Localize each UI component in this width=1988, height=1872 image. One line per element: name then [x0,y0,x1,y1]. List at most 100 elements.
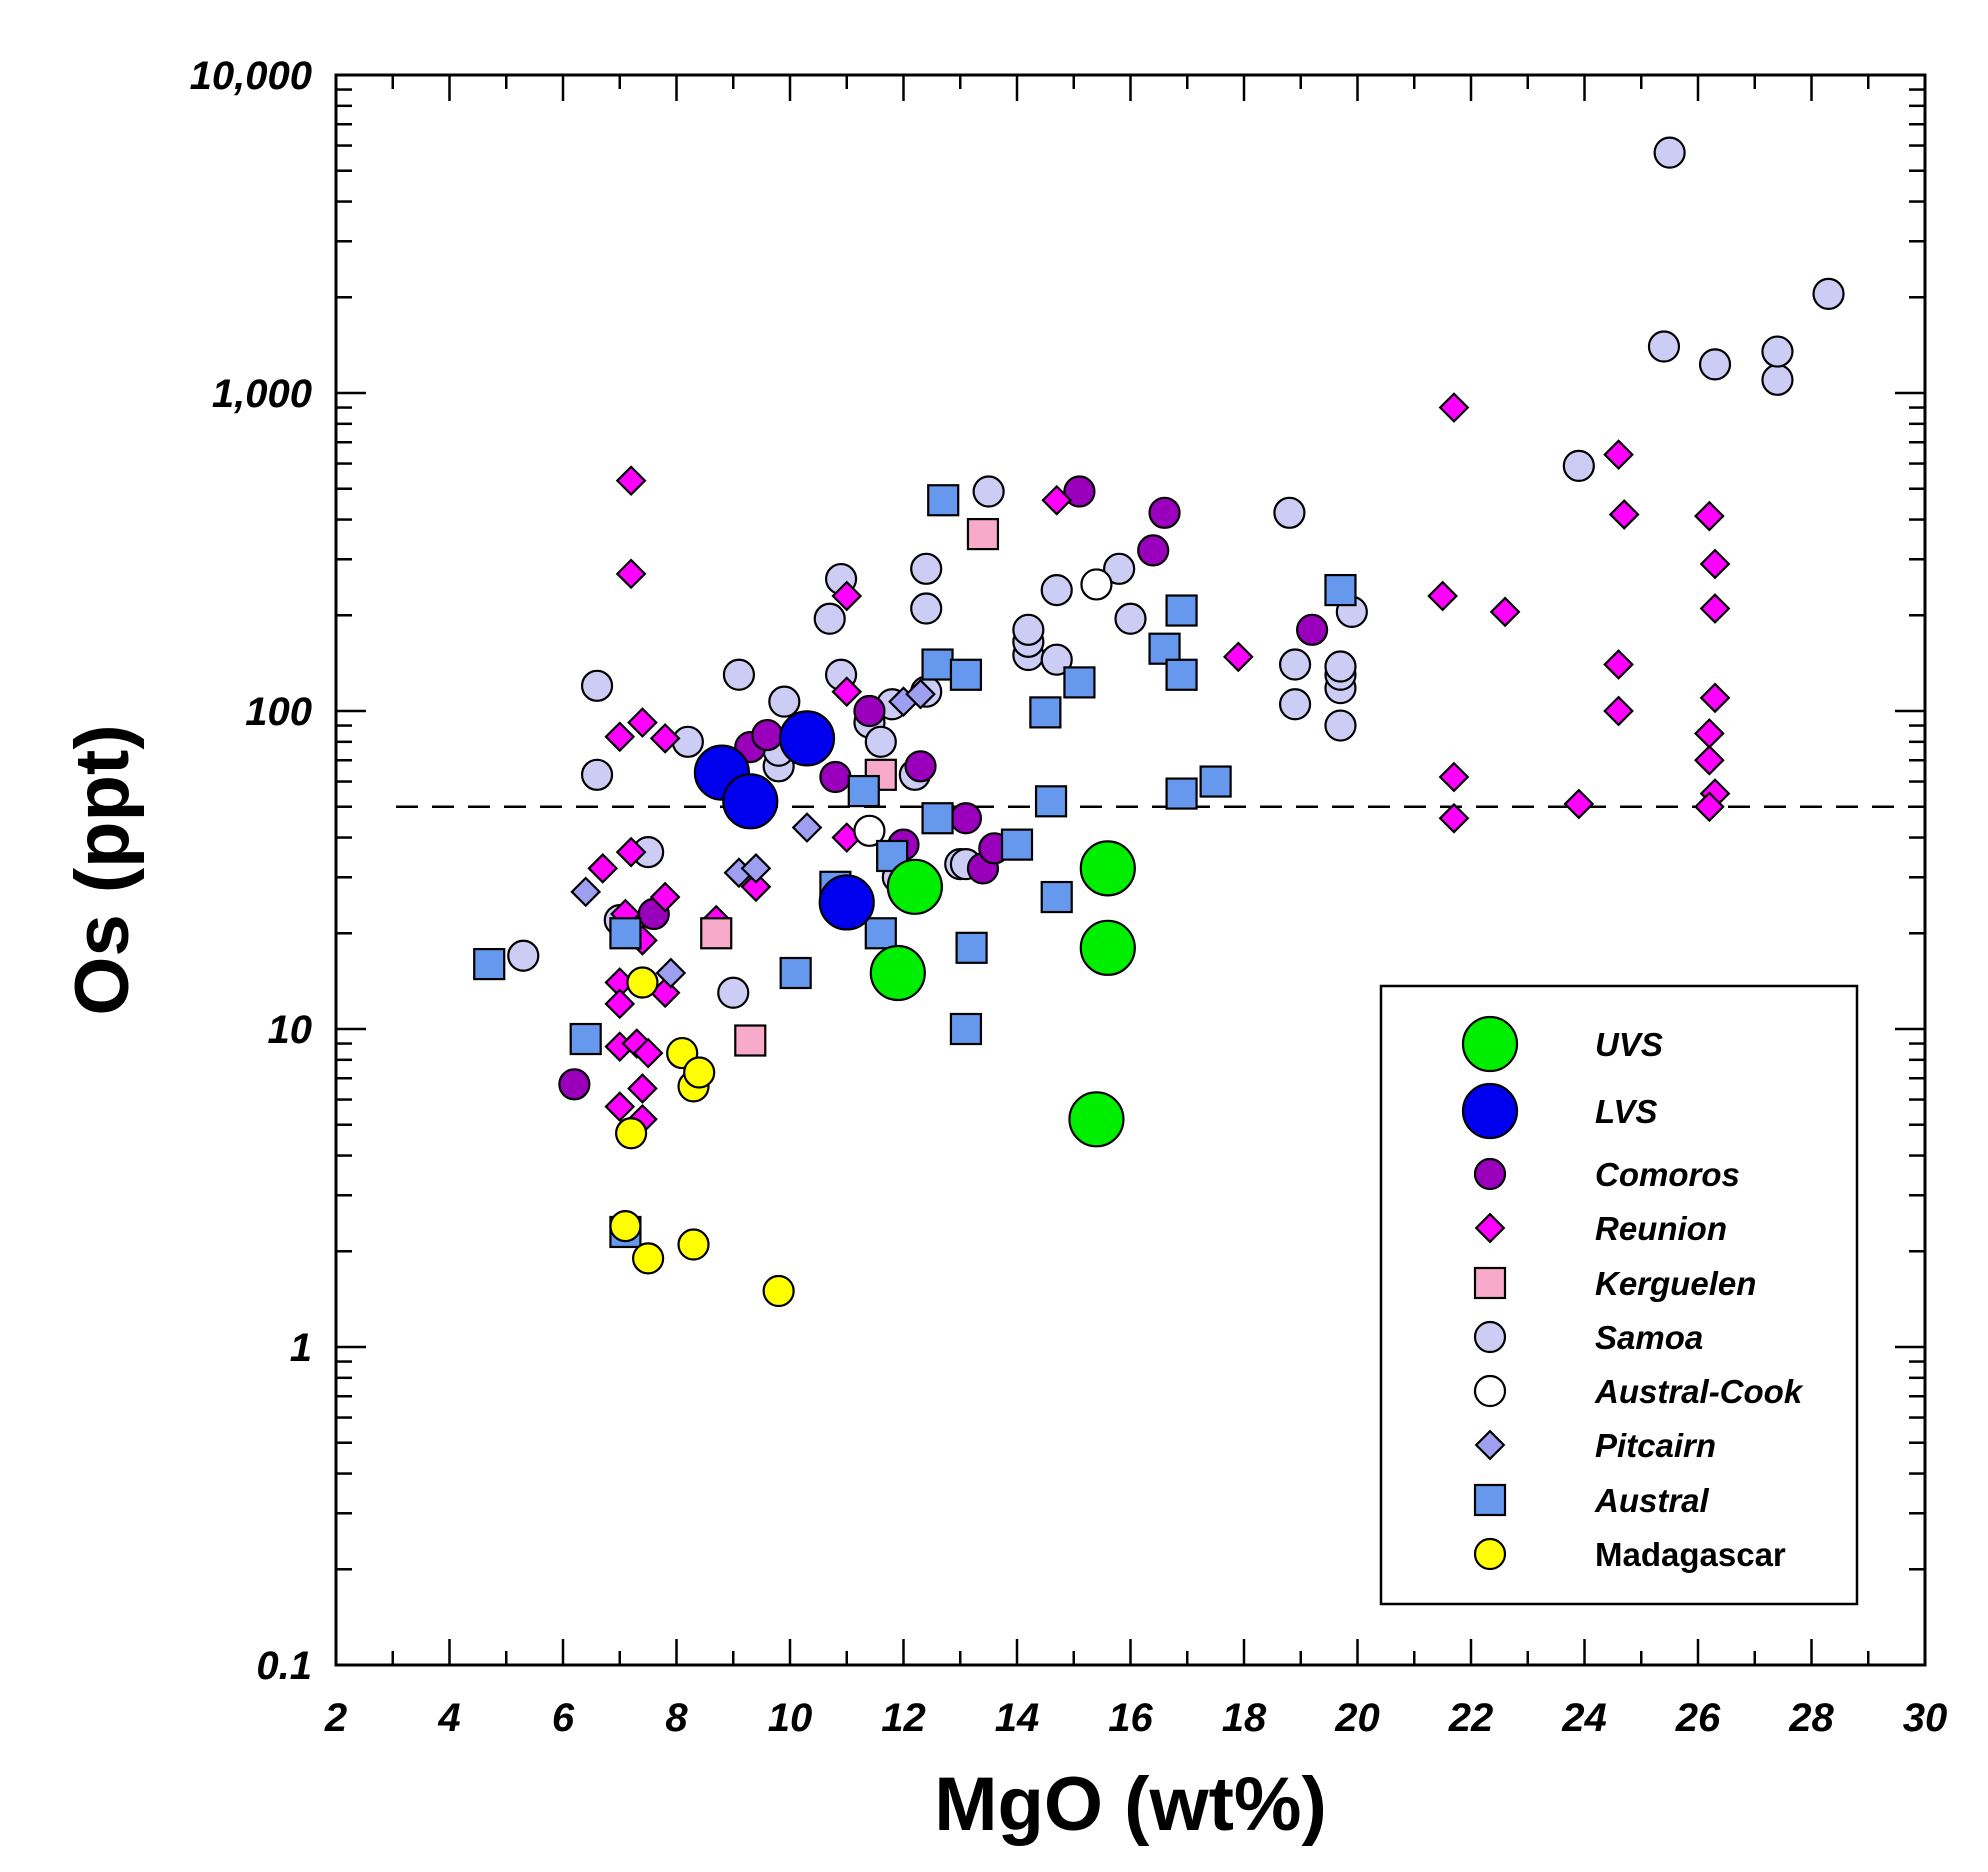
point-reunion [615,465,647,497]
legend-label-lvs: LVS [1595,1093,1657,1130]
point-uvs [1068,1091,1125,1148]
series-comoros [558,475,1329,1101]
point-samoa [1812,277,1845,310]
point-pitcairn [655,957,687,989]
point-austral [1000,828,1034,861]
series-lvs [693,710,875,931]
y-axis-title: Os (ppt) [60,724,145,1015]
legend-marker-samoa [1473,1320,1507,1354]
legend-marker-reunion [1474,1212,1506,1244]
point-austral [1165,777,1198,810]
legend-marker-austral-cook [1473,1374,1507,1408]
point-austral [864,917,897,950]
legend-label-kerguelen: Kerguelen [1595,1265,1756,1302]
point-madagascar [614,1117,648,1150]
legend-label-austral-cook: Austral-Cook [1594,1373,1804,1410]
y-tick-label: 1 [290,1326,312,1370]
point-pitcairn [791,812,823,843]
point-austral [1324,573,1357,607]
point-reunion [604,988,636,1020]
legend-marker-pitcairn [1474,1429,1506,1461]
point-samoa [910,592,943,625]
x-tick-label: 22 [1448,1696,1494,1740]
point-reunion [1693,791,1725,823]
point-pitcairn [570,876,602,908]
x-axis-title: MgO (wt%) [934,1762,1327,1847]
point-austral [609,917,642,950]
point-comoros [819,760,852,794]
point-samoa [580,758,614,791]
point-samoa [1761,363,1794,396]
point-samoa [1114,602,1147,635]
point-reunion [1438,761,1470,793]
point-madagascar [609,1209,642,1243]
point-austral [955,931,988,964]
series-uvs [869,840,1136,1148]
point-samoa [1761,335,1794,368]
x-tick-label: 8 [665,1696,688,1740]
point-samoa [1012,613,1045,646]
point-reunion [1699,682,1731,714]
legend-label-samoa: Samoa [1595,1319,1703,1356]
legend-marker-uvs [1461,1015,1519,1073]
point-samoa [1278,688,1312,721]
point-comoros [751,718,784,752]
x-tick-label: 28 [1788,1696,1834,1740]
point-austral [1063,666,1096,699]
legend: UVS LVS Comoros Reunion Kerguelen Samoa Austra… [1379,984,1859,1606]
point-austral [847,774,880,808]
y-tick-label: 0.1 [256,1644,312,1688]
point-austral [1029,696,1062,729]
point-reunion [649,881,681,913]
series-madagascar [609,966,795,1308]
point-madagascar [632,1242,665,1275]
point-reunion [1608,499,1640,530]
point-reunion [632,1037,664,1069]
point-reunion [615,836,647,868]
x-tick-label: 14 [995,1696,1040,1740]
point-austral [921,802,954,835]
point-reunion [604,721,636,753]
point-reunion [627,1073,658,1104]
point-samoa [722,658,756,691]
point-reunion [1699,548,1731,580]
point-samoa [972,475,1005,508]
point-reunion [615,558,647,590]
point-austral [949,658,983,691]
point-samoa [1273,496,1306,529]
point-samoa [1278,648,1312,681]
point-samoa [768,685,801,718]
point-austral [927,484,960,517]
point-reunion [1041,484,1073,516]
point-reunion [1603,439,1634,470]
point-samoa [910,552,943,585]
legend-items: UVS LVS Comoros Reunion Kerguelen Samoa Austra… [1461,1015,1804,1573]
point-pitcairn [740,853,772,884]
point-reunion [587,853,619,884]
point-uvs [1079,919,1136,976]
point-reunion [1603,695,1634,727]
point-reunion [1603,649,1634,680]
tick-labels-layer: 2 4 6 8 10 12 14 16 18 20 22 24 26 28 300.11101001,000… [190,54,1948,1740]
point-austral [1034,785,1068,818]
legend-label-madagascar: Madagascar [1595,1536,1786,1573]
x-tick-label: 10 [768,1696,813,1740]
point-comoros [558,1068,591,1101]
point-austral [1199,765,1232,798]
plot-frame [334,73,1927,1667]
point-kerguelen [966,517,1000,551]
point-uvs [886,858,943,915]
point-lvs [778,710,836,767]
point-kerguelen [734,1024,767,1057]
legend-marker-comoros [1473,1157,1507,1191]
point-comoros [853,694,886,728]
point-reunion [831,676,863,708]
point-austral [1165,658,1198,691]
point-reunion [1699,593,1731,624]
point-madagascar [626,966,659,999]
series-austral-cook [853,568,1113,847]
y-tick-label: 10,000 [190,54,312,98]
x-tick-label: 18 [1222,1696,1267,1740]
point-austral [949,1012,983,1046]
point-pitcairn [905,678,936,710]
